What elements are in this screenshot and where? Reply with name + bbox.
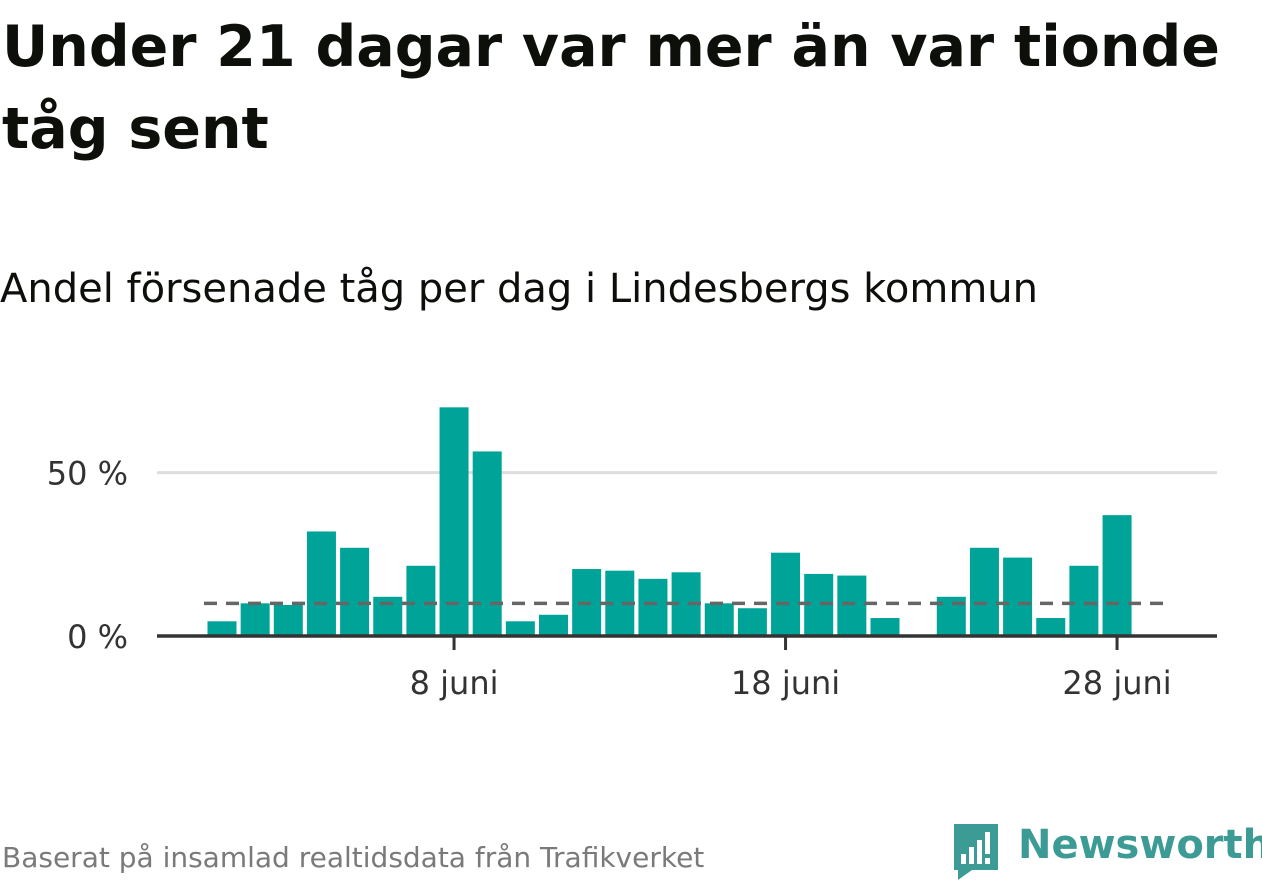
bar	[1069, 565, 1099, 636]
bar	[240, 603, 270, 636]
bar	[340, 547, 370, 636]
source-note: Baserat på insamlad realtidsdata från Tr…	[2, 841, 705, 874]
bar	[704, 603, 734, 636]
bar	[505, 621, 535, 636]
bar	[406, 565, 436, 636]
x-tick-label: 28 juni	[1062, 664, 1171, 702]
bar	[837, 575, 867, 636]
bar	[1003, 557, 1033, 636]
bar	[439, 407, 469, 636]
bar	[870, 618, 900, 636]
bars	[207, 407, 1132, 636]
bar	[207, 621, 237, 636]
x-tick-label: 8 juni	[410, 664, 499, 702]
bar	[969, 547, 999, 636]
y-tick-label: 0 %	[67, 618, 128, 656]
bar	[737, 608, 767, 636]
bar-chart: 8 juni 18 juni 28 juni 0 % 50 %	[47, 407, 1217, 702]
bar	[472, 451, 502, 636]
bar	[539, 614, 568, 636]
bar	[771, 552, 801, 636]
bar	[273, 604, 303, 636]
bar	[1036, 618, 1066, 636]
y-tick-label: 50 %	[47, 455, 128, 493]
chart-title: Under 21 dagar var mer än var tionde tåg…	[2, 14, 1220, 162]
brand-name: Newsworthy	[1018, 822, 1262, 868]
y-axis-ticks: 0 % 50 %	[47, 455, 128, 656]
x-axis-ticks: 8 juni 18 juni 28 juni	[410, 636, 1172, 702]
bar	[1102, 515, 1132, 636]
chart-subtitle: Andel försenade tåg per dag i Lindesberg…	[0, 266, 1038, 312]
bar	[638, 578, 668, 636]
bar	[306, 531, 336, 636]
bar-chart-speech-bubble-icon	[954, 824, 998, 880]
x-tick-label: 18 juni	[731, 664, 840, 702]
